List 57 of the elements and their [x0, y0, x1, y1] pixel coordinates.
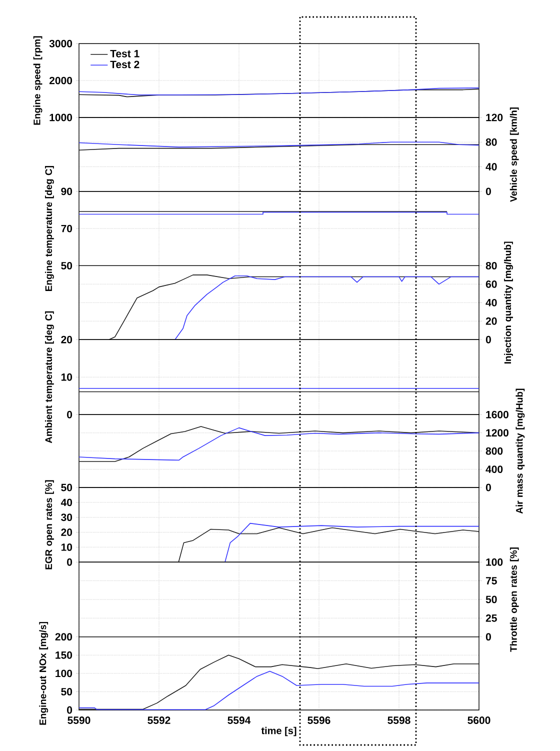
y2-tick-label: 0	[486, 484, 491, 492]
y-tick-label: 20	[61, 528, 72, 536]
y-tick-label: 100	[56, 670, 72, 678]
y-tick-label: 150	[56, 651, 72, 659]
y-tick-label: 200	[55, 633, 72, 641]
y-tick-label: 40	[60, 498, 72, 506]
y-tick-label: 2000	[49, 76, 72, 84]
x-tick-label: 5600	[468, 716, 490, 724]
y2-tick-label: 40	[486, 298, 497, 306]
y-tick-label: 3000	[49, 40, 72, 48]
x-tick-label: 5590	[68, 716, 90, 724]
y-tick-label: 0	[67, 706, 72, 714]
y-tick-label: 30	[61, 514, 72, 522]
legend-label: Test 1	[110, 50, 140, 58]
x-tick-label: 5594	[228, 716, 251, 724]
y-axis-title: EGR open rates [%]	[45, 480, 54, 570]
y2-tick-label: 400	[486, 466, 503, 474]
x-axis-title: time [s]	[261, 726, 296, 736]
y-tick-label: 50	[61, 484, 72, 492]
y2-axis-title: Air mass quantity [mg/Hub]	[516, 388, 525, 514]
x-tick-label: 5592	[148, 716, 170, 724]
y2-tick-label: 120	[486, 114, 503, 122]
y2-tick-label: 80	[486, 262, 497, 270]
y-tick-label: 10	[61, 543, 72, 551]
y2-axis-title: Throttle open rates [%]	[510, 547, 519, 652]
y-tick-label: 10	[61, 373, 72, 381]
y2-tick-label: 0	[486, 336, 491, 344]
y2-tick-label: 80	[486, 138, 497, 146]
y2-tick-label: 60	[486, 280, 497, 288]
y-tick-label: 0	[67, 558, 72, 566]
y-axis-title: Ambient temperature [deg C]	[45, 311, 54, 444]
y-tick-label: 1000	[50, 114, 72, 122]
y-tick-label: 50	[61, 262, 72, 270]
y-tick-label: 20	[61, 336, 72, 344]
y2-axis-title: Vehicle speed [km/h]	[510, 107, 519, 202]
y-tick-label: 90	[61, 188, 72, 196]
y2-tick-label: 20	[486, 317, 497, 325]
y-axis-title: Engine speed [rpm]	[33, 36, 42, 125]
y2-tick-label: 75	[486, 577, 497, 584]
y-tick-label: 50	[61, 688, 72, 696]
y-tick-label: 0	[67, 410, 72, 418]
x-tick-label: 5596	[308, 716, 330, 724]
y2-tick-label: 0	[486, 188, 491, 196]
y2-tick-label: 1600	[486, 410, 508, 418]
y2-tick-label: 1200	[486, 429, 508, 437]
y2-tick-label: 40	[486, 163, 497, 170]
y-axis-title: Engine temperature [deg C]	[45, 166, 54, 291]
x-tick-label: 5598	[388, 716, 410, 724]
y2-tick-label: 800	[486, 447, 503, 455]
y-axis-title: Engine-out NOx [mg/s]	[39, 622, 48, 725]
legend-label: Test 2	[110, 60, 140, 68]
y2-tick-label: 25	[486, 614, 497, 622]
y2-tick-label: 0	[486, 633, 491, 641]
y2-tick-label: 100	[486, 558, 503, 566]
y2-axis-title: Injection quantity [mg/hub]	[504, 242, 513, 364]
y2-tick-label: 50	[486, 596, 497, 604]
y-tick-label: 70	[61, 224, 72, 232]
